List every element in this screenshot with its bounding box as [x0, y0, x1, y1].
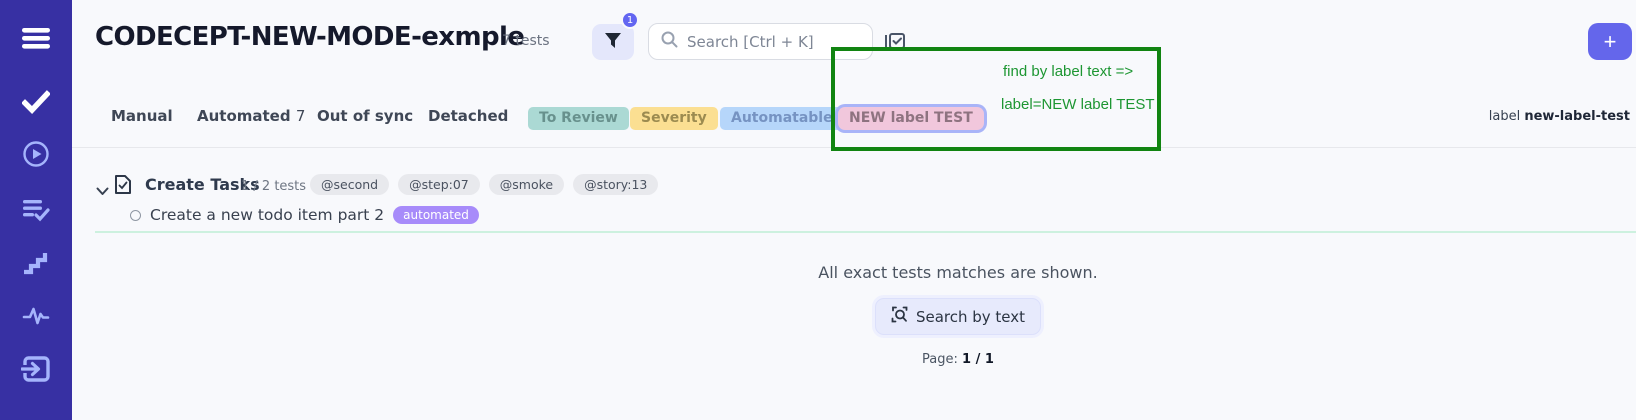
search-by-text-button[interactable]: Search by text — [874, 298, 1042, 335]
tag-pill[interactable]: @story:13 — [573, 174, 659, 195]
pagination: Page: 1 / 1 — [922, 352, 994, 367]
plans-list-check-icon[interactable] — [20, 194, 52, 226]
annotation-box: find by label text => label=NEW label TE… — [831, 47, 1161, 151]
annotation-line2: label=NEW label TEST — [1001, 96, 1155, 113]
results-message: All exact tests matches are shown. — [818, 263, 1098, 282]
tests-count: 7 tests — [502, 33, 550, 49]
text-search-icon — [891, 306, 908, 327]
test-title[interactable]: Create a new todo item part 2 — [150, 206, 385, 224]
tab-out-of-sync[interactable]: Out of sync — [317, 107, 414, 125]
add-test-button[interactable]: + — [1588, 23, 1632, 60]
tab-automated[interactable]: Automated 7 — [197, 107, 306, 125]
results-area: All exact tests matches are shown. Searc… — [758, 263, 1158, 367]
runs-play-icon[interactable] — [20, 138, 52, 170]
search-box[interactable] — [648, 23, 873, 60]
menu-icon[interactable] — [20, 22, 52, 54]
file-check-icon — [114, 174, 132, 199]
funnel-icon — [604, 32, 622, 53]
annotation-line1: find by label text => — [1003, 63, 1134, 80]
tab-automated-count: 7 — [295, 107, 306, 125]
active-label-filter: label new-label-test — [1488, 109, 1630, 124]
search-icon — [661, 31, 678, 52]
tab-detached[interactable]: Detached — [428, 107, 509, 125]
test-row[interactable]: Create a new todo item part 2 automated — [130, 206, 479, 224]
pagination-value: 1 / 1 — [962, 352, 994, 367]
test-status-circle-icon — [130, 209, 141, 221]
active-label-filter-value: new-label-test — [1524, 109, 1630, 124]
filter-count-badge: 1 — [621, 11, 639, 29]
tag-pill[interactable]: @step:07 — [398, 174, 480, 195]
row-highlight-line — [95, 231, 1636, 233]
chip-severity[interactable]: Severity — [630, 107, 718, 130]
select-tests-checkbox-icon[interactable] — [884, 31, 906, 53]
chip-automatable[interactable]: Automatable — [720, 107, 844, 130]
tag-pill[interactable]: @second — [310, 174, 390, 195]
tests-check-icon[interactable] — [20, 86, 52, 118]
pulse-activity-icon[interactable] — [20, 300, 52, 332]
search-by-text-label: Search by text — [915, 307, 1026, 326]
chevron-down-icon[interactable] — [96, 181, 109, 200]
tab-manual[interactable]: Manual — [111, 107, 173, 125]
page-title: CODECEPT-NEW-MODE-exmple — [95, 22, 525, 52]
suite-test-count: 1 / 2 tests — [241, 179, 307, 194]
header-divider — [72, 147, 1636, 148]
filter-button[interactable] — [592, 24, 634, 60]
automated-badge: automated — [393, 206, 479, 224]
exit-icon[interactable] — [20, 353, 52, 385]
tag-pill[interactable]: @smoke — [488, 174, 565, 195]
sidebar — [0, 0, 72, 420]
suite-title[interactable]: Create Tasks — [145, 175, 260, 194]
suite-tags: @second @step:07 @smoke @story:13 — [310, 174, 659, 195]
search-input[interactable] — [687, 32, 847, 51]
chip-to-review[interactable]: To Review — [528, 107, 629, 130]
milestones-steps-icon[interactable] — [20, 246, 52, 278]
chip-new-label-test[interactable]: NEW label TEST — [838, 107, 984, 130]
